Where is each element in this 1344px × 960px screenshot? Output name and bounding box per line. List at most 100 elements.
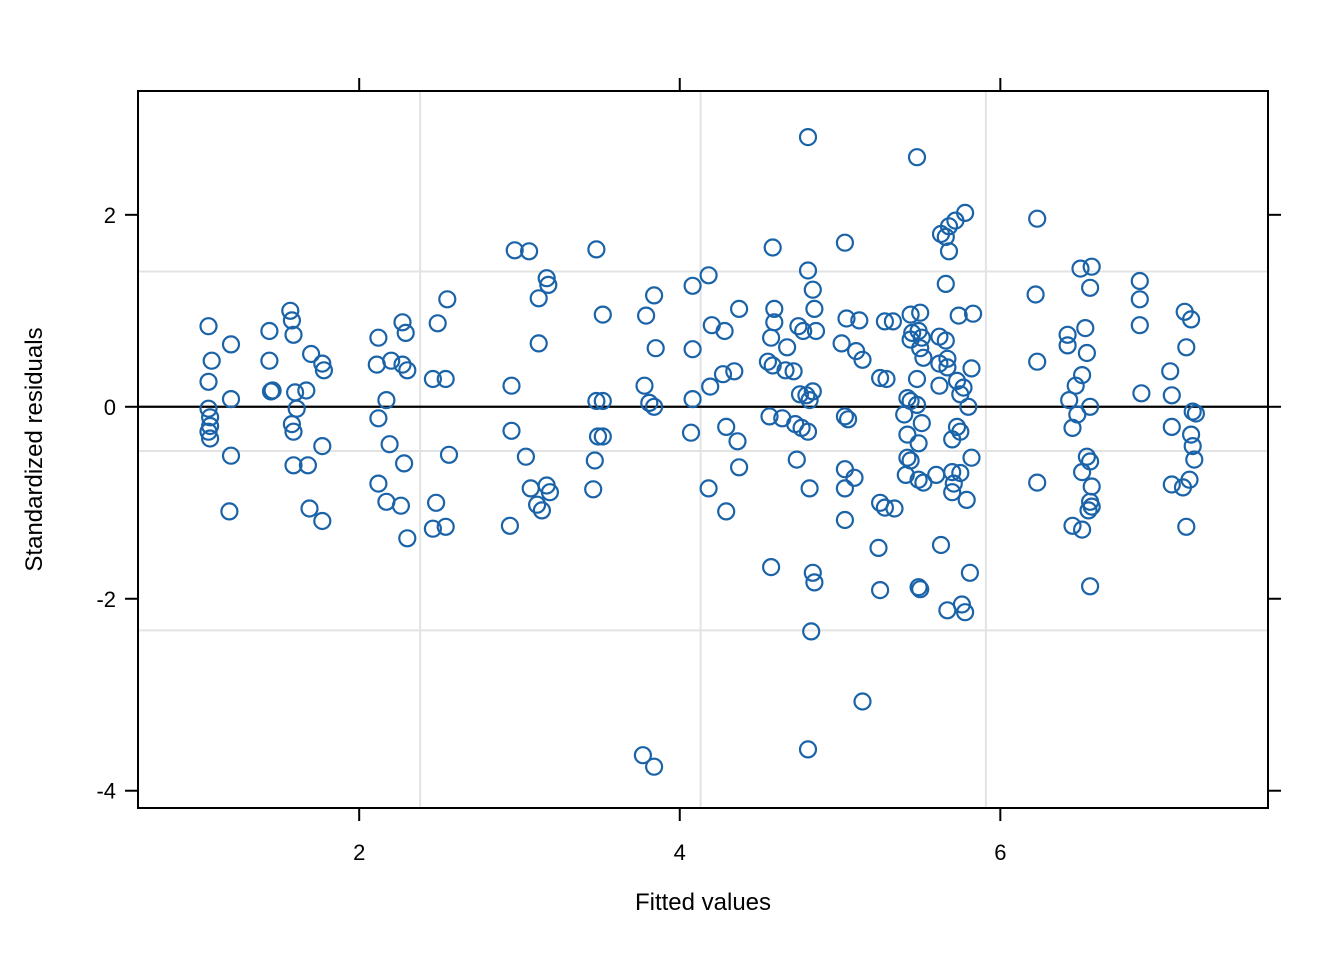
data-point — [701, 377, 720, 396]
data-point — [798, 128, 818, 147]
data-point — [1080, 278, 1100, 297]
data-point — [438, 290, 457, 309]
data-point — [957, 490, 976, 509]
data-point — [593, 391, 612, 411]
data-point — [302, 344, 321, 364]
data-point — [398, 361, 417, 380]
data-point — [683, 340, 702, 359]
data-point — [199, 422, 218, 441]
data-point — [765, 299, 784, 318]
data-point — [909, 578, 928, 597]
data-point — [798, 261, 818, 280]
data-point — [313, 511, 332, 531]
y-axis-label: Standardized residuals — [21, 327, 48, 571]
data-point — [1077, 343, 1097, 363]
data-point — [911, 303, 930, 322]
data-point — [683, 390, 702, 409]
y-tick-label: 0 — [104, 395, 116, 420]
data-point — [439, 445, 459, 464]
data-point — [725, 362, 744, 381]
data-point — [914, 348, 933, 367]
data-point — [776, 361, 795, 380]
points-layer — [199, 128, 1206, 776]
data-point — [540, 483, 560, 502]
data-point — [870, 368, 890, 388]
data-point — [1028, 473, 1047, 492]
data-point — [869, 538, 888, 558]
data-point — [947, 371, 967, 390]
data-point — [943, 430, 962, 449]
data-point — [715, 321, 734, 341]
data-point — [382, 351, 401, 370]
data-point — [699, 266, 718, 285]
data-point — [1181, 310, 1201, 329]
data-point — [284, 456, 303, 475]
data-point — [644, 397, 664, 416]
data-point — [527, 495, 547, 514]
data-point — [1063, 516, 1082, 535]
data-point — [907, 148, 927, 167]
data-point — [201, 429, 220, 448]
data-point — [1082, 497, 1101, 516]
data-point — [912, 328, 931, 347]
data-point — [947, 417, 967, 436]
data-point — [260, 351, 279, 370]
data-point — [931, 535, 951, 555]
data-point — [644, 286, 664, 305]
data-point — [1162, 475, 1181, 494]
data-point — [284, 325, 303, 344]
data-point — [898, 425, 917, 444]
data-point — [300, 499, 319, 518]
data-point — [502, 421, 521, 440]
data-point — [636, 306, 656, 325]
data-point — [1058, 336, 1077, 355]
data-point — [298, 456, 317, 475]
data-point — [1130, 290, 1149, 309]
data-point — [1028, 352, 1047, 371]
data-point — [1082, 477, 1101, 496]
data-point — [593, 427, 612, 446]
data-point — [838, 410, 858, 429]
data-point — [1060, 391, 1079, 410]
data-point — [936, 331, 955, 350]
data-point — [760, 407, 779, 426]
data-point — [286, 383, 305, 402]
data-point — [202, 351, 221, 370]
data-point — [380, 435, 399, 454]
data-point — [260, 321, 279, 341]
data-point — [681, 423, 701, 442]
data-point — [1130, 316, 1149, 335]
data-point — [911, 339, 930, 358]
data-point — [313, 354, 332, 373]
data-point — [529, 334, 548, 353]
data-point — [423, 519, 442, 538]
data-point — [883, 312, 903, 331]
data-point — [393, 355, 412, 374]
data-point — [423, 369, 442, 389]
data-point — [532, 501, 552, 520]
data-point — [1058, 325, 1077, 344]
x-axis-label: Fitted values — [635, 889, 771, 916]
data-point — [221, 335, 241, 354]
data-point — [1071, 259, 1090, 278]
data-point — [585, 451, 604, 470]
data-point — [287, 399, 306, 418]
data-point — [960, 563, 980, 582]
data-point — [875, 312, 895, 331]
data-point — [784, 362, 803, 381]
data-point — [519, 242, 539, 261]
data-point — [962, 359, 981, 378]
data-point — [1183, 402, 1202, 421]
data-point — [798, 740, 818, 759]
data-point — [909, 434, 928, 453]
data-point — [853, 350, 872, 369]
data-point — [803, 280, 822, 299]
data-point — [369, 474, 388, 493]
data-point — [502, 376, 521, 395]
data-point — [853, 692, 872, 711]
data-point — [951, 385, 970, 404]
data-point — [911, 580, 930, 599]
data-point — [939, 242, 959, 261]
data-point — [946, 211, 965, 230]
